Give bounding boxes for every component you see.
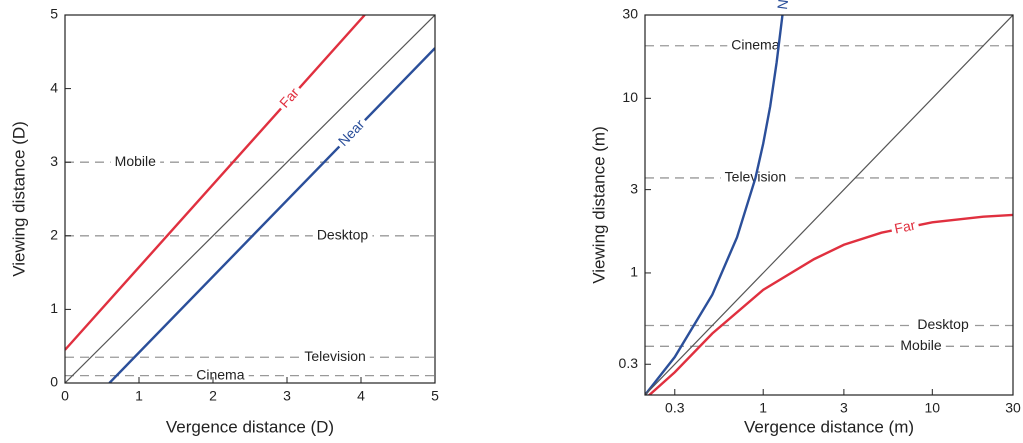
label-bg <box>890 217 920 236</box>
label-bg <box>775 0 792 14</box>
y-tick-label: 0.3 <box>619 355 639 371</box>
x-tick-label: 4 <box>357 388 365 404</box>
series-label: Far <box>893 217 917 237</box>
label-bg <box>110 152 161 169</box>
y-axis-label: Viewing distance (D) <box>9 121 28 277</box>
series-label: Near <box>774 0 794 10</box>
y-tick-label: 3 <box>50 153 58 169</box>
x-axis-label: Vergence distance (D) <box>166 417 334 436</box>
x-tick-label: 1 <box>135 388 143 404</box>
y-axis-label: Viewing distance (m) <box>589 126 608 283</box>
y-tick-label: 2 <box>50 227 58 243</box>
series-line <box>108 47 435 383</box>
x-axis-label: Vergence distance (m) <box>744 417 914 436</box>
label-bg <box>312 226 373 243</box>
x-tick-label: 0 <box>61 388 69 404</box>
reference-label: Mobile <box>900 337 941 353</box>
series-line <box>647 213 1013 395</box>
x-tick-label: 3 <box>840 400 848 416</box>
x-tick-label: 0.3 <box>665 400 685 416</box>
reference-label: Desktop <box>317 227 369 243</box>
plot-frame <box>64 14 436 384</box>
label-bg <box>896 337 946 354</box>
label-bg <box>913 316 973 333</box>
label-bg <box>275 83 303 112</box>
series-line <box>645 15 1013 395</box>
y-tick-label: 30 <box>622 6 638 22</box>
reference-label: Cinema <box>731 36 779 52</box>
reference-label: Desktop <box>917 316 969 332</box>
y-tick-label: 1 <box>630 264 638 280</box>
reference-label: Mobile <box>115 153 156 169</box>
label-bg <box>727 36 784 53</box>
y-tick-label: 10 <box>622 89 638 105</box>
y-tick-label: 3 <box>630 180 638 196</box>
y-tick-label: 1 <box>50 300 58 316</box>
y-tick-label: 4 <box>50 79 58 95</box>
series-line <box>65 15 366 351</box>
series-line <box>65 15 435 383</box>
label-bg <box>300 347 370 364</box>
series-label-group: Near <box>334 115 369 150</box>
reference-label: Cinema <box>196 366 244 382</box>
x-tick-label: 2 <box>209 388 217 404</box>
reference-label: Television <box>304 348 365 364</box>
x-tick-label: 3 <box>283 388 291 404</box>
x-tick-label: 30 <box>1005 400 1021 416</box>
x-tick-label: 5 <box>431 388 439 404</box>
y-tick-label: 0 <box>50 374 58 390</box>
label-bg <box>192 366 249 383</box>
y-tick-label: 5 <box>50 6 58 22</box>
plot-frame <box>644 14 1014 396</box>
series-label-group: Far <box>890 217 920 237</box>
x-tick-label: 1 <box>759 400 767 416</box>
series-line <box>645 15 784 395</box>
x-tick-label: 10 <box>925 400 941 416</box>
series-label-group: Near <box>774 0 794 14</box>
label-bg <box>334 115 369 150</box>
